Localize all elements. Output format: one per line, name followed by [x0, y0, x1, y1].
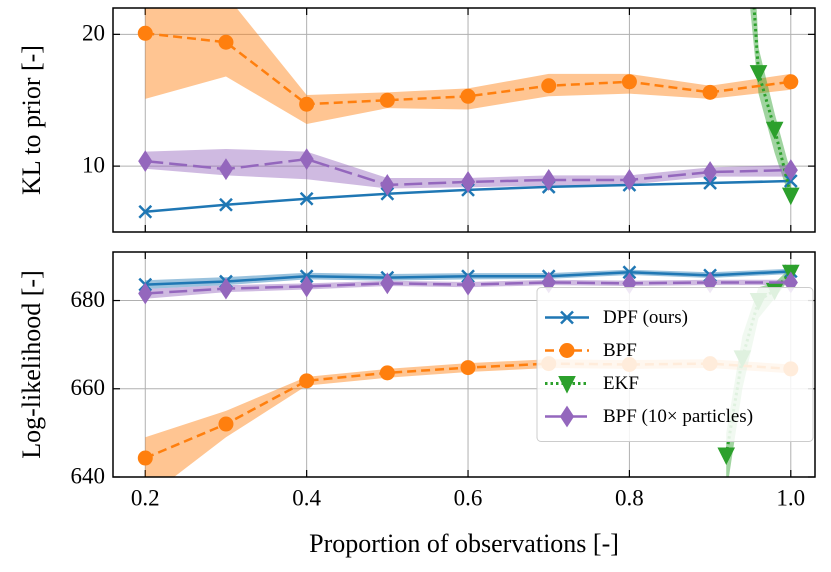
y-tick-label: 660	[71, 375, 106, 400]
marker	[218, 158, 234, 181]
marker	[703, 161, 718, 183]
legend: DPF (ours) BPF EKF BPF (10× particles)	[536, 287, 814, 442]
marker	[299, 275, 314, 298]
y-axis-label: KL to prior [-]	[17, 45, 46, 195]
legend-label: BPF	[603, 340, 637, 361]
marker	[460, 360, 476, 376]
legend-marker	[558, 376, 576, 394]
marker	[702, 84, 718, 100]
marker	[460, 171, 476, 193]
marker	[299, 96, 315, 112]
x-tick-label: 0.8	[615, 485, 644, 510]
marker	[541, 78, 557, 94]
legend-label: EKF	[603, 373, 639, 394]
legend-label: DPF (ours)	[603, 307, 688, 328]
marker	[621, 74, 637, 90]
x-tick-label: 1.0	[776, 485, 805, 510]
marker	[380, 272, 395, 295]
marker	[783, 74, 799, 90]
legend-marker	[560, 310, 574, 325]
panel: 0.2 0.4 0.6 0.8 1.0 640 660 680 Log-likelihood […	[17, 251, 816, 558]
panel: 10 20 KL to prior [-]	[17, 7, 816, 233]
marker	[622, 169, 637, 191]
y-tick-label: 10	[82, 152, 105, 177]
marker	[749, 65, 768, 83]
marker	[783, 159, 798, 181]
marker	[379, 92, 395, 108]
marker	[541, 169, 556, 191]
marker	[460, 273, 476, 296]
legend-box	[536, 287, 814, 442]
y-tick-label: 20	[82, 21, 105, 46]
marker	[781, 187, 800, 206]
x-tick-label: 0.2	[131, 485, 160, 510]
y-axis-label: Log-likelihood [-]	[17, 270, 46, 458]
marker	[138, 282, 153, 305]
marker	[765, 121, 784, 140]
x-axis-label: Proportion of observations [-]	[309, 529, 619, 558]
marker	[703, 176, 717, 190]
marker	[138, 204, 153, 219]
marker	[137, 25, 153, 41]
axes-frame	[112, 7, 816, 233]
y-tick-label: 640	[71, 463, 106, 488]
plot-area	[137, 8, 800, 219]
marker	[138, 150, 153, 173]
y-tick-label: 680	[71, 287, 106, 312]
marker	[460, 88, 476, 104]
marker	[299, 191, 314, 206]
legend-marker	[559, 343, 575, 358]
legend-label: BPF (10× particles)	[603, 406, 753, 427]
band	[145, 8, 791, 124]
marker	[379, 365, 395, 381]
marker	[299, 373, 315, 389]
x-tick-label: 0.4	[292, 485, 321, 510]
marker	[219, 197, 233, 212]
marker	[299, 148, 314, 171]
axes-frame	[112, 251, 816, 478]
marker	[218, 416, 234, 432]
x-tick-label: 0.6	[454, 485, 483, 510]
legend-marker	[559, 405, 575, 428]
marker	[218, 34, 234, 50]
marker	[717, 447, 736, 466]
marker	[380, 174, 395, 196]
marker	[137, 450, 153, 466]
marker	[218, 277, 234, 300]
marker	[622, 265, 637, 280]
